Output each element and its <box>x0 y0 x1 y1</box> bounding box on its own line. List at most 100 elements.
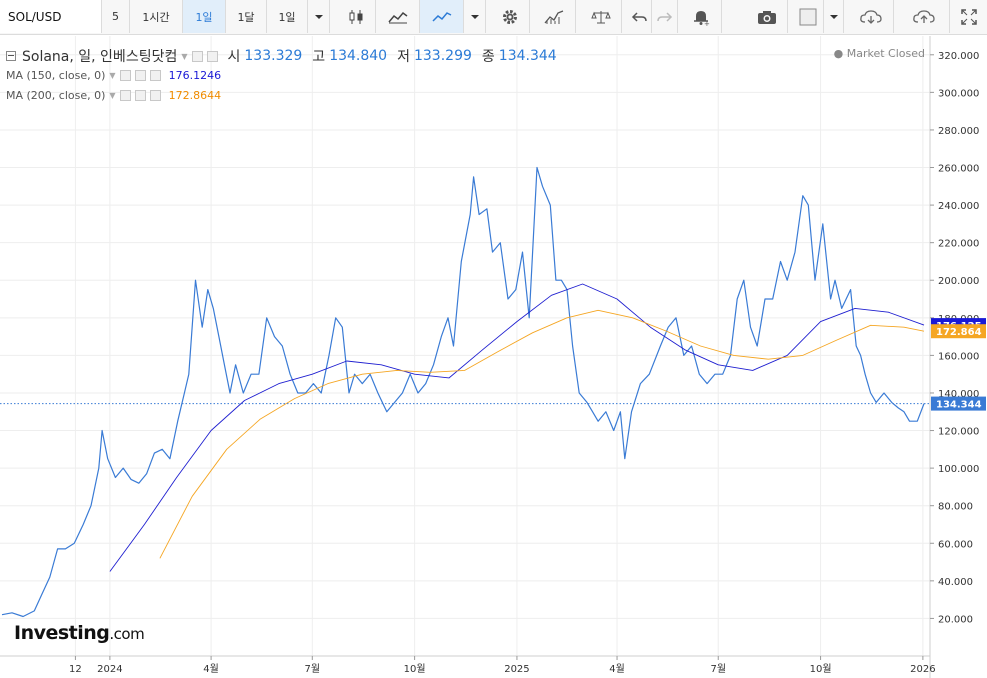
ma200-price-tag-bg <box>931 324 986 339</box>
y-tick-label: 240.000 <box>938 201 979 212</box>
interval-1h-label: 1시간 <box>142 10 170 24</box>
chevron-down-icon[interactable]: ▼ <box>181 51 188 61</box>
y-tick-label: 300.000 <box>938 88 979 99</box>
price-chart[interactable]: 20.000 40.000 60.000 80.000 100.000 120.000 14… <box>0 35 987 678</box>
close-value: 134.344 <box>498 48 557 64</box>
y-tick-label: 260.000 <box>938 164 979 175</box>
x-tick-label: 2024 <box>97 664 122 675</box>
close-icon[interactable] <box>149 70 161 81</box>
logo-text: Investing <box>14 622 110 644</box>
gear-icon[interactable] <box>206 50 218 62</box>
y-tick-label: 280.000 <box>938 126 979 137</box>
alert-bell-icon: + <box>693 10 710 26</box>
interval-1mo-label: 1달 <box>237 10 255 24</box>
interval-1d-label: 1일 <box>195 10 213 24</box>
settings-button[interactable] <box>490 0 530 33</box>
eye-icon[interactable] <box>119 90 131 101</box>
open-value: 133.329 <box>244 48 303 64</box>
ma150-series-line <box>109 283 925 572</box>
eye-icon[interactable] <box>191 50 203 62</box>
ma150-value: 176.1246 <box>168 69 222 82</box>
add-alert-button[interactable]: + <box>680 0 722 33</box>
logo-suffix: .com <box>109 625 145 643</box>
chart-type-dropdown-button[interactable] <box>464 0 486 33</box>
gear-icon <box>502 9 517 24</box>
cloud-download-icon <box>859 9 882 24</box>
close-icon[interactable] <box>149 90 161 101</box>
color-box-icon <box>799 8 816 25</box>
interval-1d-button[interactable]: 1일 <box>183 0 226 33</box>
redo-icon <box>656 11 672 22</box>
last-price-tag-bg <box>931 396 986 411</box>
background-color-button[interactable] <box>792 0 824 33</box>
ma150-legend: MA (150, close, 0) ▼ 176.1246 <box>6 69 221 82</box>
grid-lines <box>0 36 930 656</box>
y-tick-label: 220.000 <box>938 239 979 250</box>
fullscreen-icon <box>960 8 977 25</box>
chevron-down-icon[interactable]: ▼ <box>109 91 116 100</box>
ma200-price-tag: 172.864 <box>931 324 986 339</box>
area-chart-button[interactable] <box>376 0 420 33</box>
compare-button[interactable] <box>580 0 622 33</box>
fullscreen-button[interactable] <box>950 0 987 33</box>
interval-1mo-button[interactable]: 1달 <box>226 0 267 33</box>
load-chart-button[interactable] <box>848 0 894 33</box>
x-tick-label: 10월 <box>810 663 832 675</box>
market-status: ● Market Closed <box>833 47 925 60</box>
screenshot-button[interactable] <box>746 0 788 33</box>
y-tick-label: 40.000 <box>938 577 973 588</box>
chevron-down-icon[interactable]: ▼ <box>109 71 116 80</box>
y-tick-label: 20.000 <box>938 614 973 625</box>
y-tick-label: 160.000 <box>938 351 979 362</box>
gear-icon[interactable] <box>134 90 146 101</box>
x-tick-label: 4월 <box>203 663 219 675</box>
symbol-input[interactable]: SOL/USD <box>0 0 102 33</box>
redo-button[interactable] <box>652 0 678 33</box>
ma200-label: MA (200, close, 0) <box>6 89 106 102</box>
interval-5-button[interactable]: 5 <box>102 0 130 33</box>
ma200-price-tag-label: 172.864 <box>936 327 982 338</box>
balance-scale-icon <box>590 10 611 23</box>
last-price-tag-label: 134.344 <box>936 400 982 411</box>
chevron-down-icon <box>470 14 479 19</box>
axes: 20.000 40.000 60.000 80.000 100.000 120.000 14… <box>0 36 979 678</box>
undo-button[interactable] <box>626 0 652 33</box>
color-dropdown-button[interactable] <box>824 0 844 33</box>
eye-icon[interactable] <box>119 70 131 81</box>
save-chart-button[interactable] <box>898 0 950 33</box>
series-layer <box>0 166 930 618</box>
chevron-down-icon <box>314 14 323 19</box>
ma200-series-line <box>159 309 925 559</box>
interval-1y-label: 1일 <box>278 10 296 24</box>
x-tick-label: 2026 <box>910 664 935 675</box>
interval-5-label: 5 <box>112 10 119 23</box>
x-tick-label: 10월 <box>404 663 426 675</box>
area-chart-icon <box>387 11 407 23</box>
indicators-button[interactable] <box>532 0 576 33</box>
gear-icon[interactable] <box>134 70 146 81</box>
candlestick-button[interactable] <box>336 0 376 33</box>
y-tick-label: 120.000 <box>938 427 979 438</box>
candlestick-icon <box>349 9 362 24</box>
interval-1h-button[interactable]: 1시간 <box>130 0 183 33</box>
ma200-value: 172.8644 <box>168 89 222 102</box>
line-chart-button[interactable] <box>420 0 464 33</box>
camera-icon <box>757 10 776 24</box>
line-chart-icon <box>431 11 451 22</box>
low-value: 133.299 <box>413 48 472 64</box>
y-tick-label: 100.000 <box>938 464 979 475</box>
chevron-down-icon <box>829 14 838 19</box>
undo-icon <box>631 11 647 22</box>
collapse-legend-icon[interactable] <box>6 51 16 61</box>
x-tick-label: 2025 <box>504 664 529 675</box>
interval-dropdown-button[interactable] <box>308 0 330 33</box>
interval-1y-button[interactable]: 1일 <box>267 0 308 33</box>
x-tick-label: 4월 <box>609 663 625 675</box>
x-tick-label: 7월 <box>710 663 726 675</box>
price-series-line <box>1 166 925 618</box>
low-label: 저 <box>397 49 410 65</box>
open-label: 시 <box>227 49 241 65</box>
investing-logo: Investing.com <box>14 622 145 644</box>
